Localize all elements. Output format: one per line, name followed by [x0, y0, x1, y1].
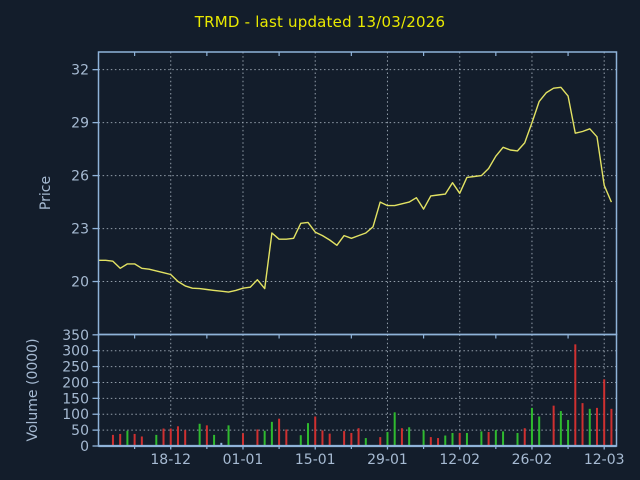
volume-bar — [480, 431, 483, 446]
chart-title: TRMD - last updated 13/03/2026 — [194, 13, 446, 31]
volume-bar — [408, 427, 411, 446]
volume-bar — [111, 434, 114, 446]
volume-bar — [357, 428, 360, 446]
volume-bar — [328, 433, 331, 446]
volume-bar — [437, 438, 440, 446]
volume-ytick-label: 200 — [62, 375, 89, 391]
x-tick-label: 12-03 — [584, 452, 625, 468]
volume-bar — [386, 432, 389, 446]
volume-bar — [422, 430, 425, 446]
volume-bar — [364, 438, 367, 446]
volume-bar — [530, 407, 533, 446]
x-tick-label: 01-01 — [223, 452, 264, 468]
x-tick-label: 18-12 — [150, 452, 191, 468]
price-line — [98, 86, 613, 293]
volume-bar — [494, 430, 497, 446]
volume-ytick-label: 350 — [62, 328, 89, 344]
volume-bar — [574, 344, 577, 446]
volume-bar — [155, 434, 158, 446]
volume-bar — [502, 431, 505, 446]
volume-bar — [567, 419, 570, 446]
price-ytick-label: 20 — [71, 275, 89, 291]
volume-bar — [610, 408, 613, 446]
volume-bar — [343, 431, 346, 446]
volume-bar — [581, 403, 584, 446]
volume-bar — [523, 428, 526, 446]
volume-bar — [285, 429, 288, 446]
volume-bar — [314, 416, 317, 446]
volume-bar — [133, 433, 136, 446]
volume-bar — [278, 418, 281, 446]
volume-ytick-label: 150 — [62, 391, 89, 407]
volume-bar — [205, 425, 208, 446]
price-ytick-label: 26 — [71, 169, 89, 185]
volume-bar — [119, 433, 122, 446]
volume-bar — [400, 428, 403, 446]
price-ytick-label: 29 — [71, 116, 89, 132]
volume-bar — [169, 428, 172, 446]
volume-bar — [263, 430, 266, 446]
volume-bar — [299, 435, 302, 446]
x-tick-label: 12-02 — [439, 452, 480, 468]
volume-bar — [350, 432, 353, 446]
volume-bar — [270, 421, 273, 446]
volume-ytick-label: 300 — [62, 344, 89, 360]
volume-bar — [220, 442, 223, 446]
volume-bar — [126, 430, 129, 446]
volume-bar — [176, 426, 179, 446]
x-tick-label: 15-01 — [295, 452, 336, 468]
price-ytick-label: 32 — [71, 63, 89, 79]
volume-bar — [307, 423, 310, 446]
volume-bar — [198, 423, 201, 446]
volume-bar — [444, 435, 447, 446]
volume-ytick-label: 0 — [80, 439, 89, 455]
volume-ytick-label: 100 — [62, 407, 89, 423]
volume-bar — [227, 425, 230, 446]
x-tick-label: 26-02 — [512, 452, 553, 468]
volume-bar — [465, 432, 468, 446]
price-axis-label: Price — [38, 175, 54, 211]
volume-ytick-label: 250 — [62, 360, 89, 376]
volume-bar — [213, 434, 216, 446]
volume-bar — [321, 430, 324, 446]
x-tick-label: 29-01 — [367, 452, 408, 468]
volume-bar — [516, 432, 519, 446]
volume-bar — [140, 436, 143, 446]
volume-bar — [559, 411, 562, 446]
volume-bar — [241, 433, 244, 446]
volume-bar — [552, 405, 555, 446]
volume-axis-label: Volume (0000) — [25, 338, 41, 442]
volume-bar — [184, 430, 187, 446]
volume-bar — [588, 408, 591, 446]
price-ytick-label: 23 — [71, 222, 89, 238]
volume-bar — [393, 412, 396, 446]
volume-bar — [451, 432, 454, 446]
volume-bar — [162, 428, 165, 446]
volume-bar — [603, 379, 606, 446]
volume-bar — [256, 429, 259, 446]
volume-bar — [538, 416, 541, 446]
volume-ytick-label: 50 — [71, 423, 89, 439]
volume-bar — [429, 437, 432, 446]
volume-bar — [595, 407, 598, 446]
volume-bar — [487, 432, 490, 446]
volume-bar — [379, 437, 382, 446]
volume-bar — [458, 432, 461, 446]
